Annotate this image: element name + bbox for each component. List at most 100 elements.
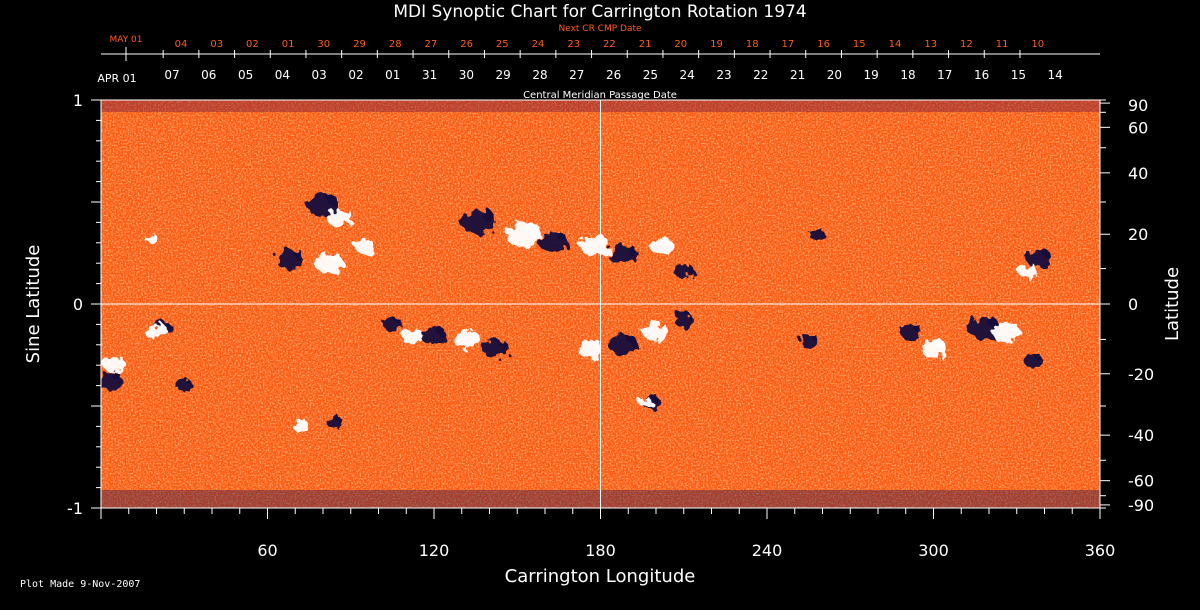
active-region-fragment [498,340,507,349]
cmp-date-label: 18 [900,68,915,82]
date-axes: Next CR CMP Date MAY 01 04 03 02 01 30 29 28 27 26… [97,24,1100,101]
cmp-date-label: 31 [422,68,437,82]
axes: 60 120 180 240 300 360 1 0 -1 90 60 40 20 0 -20 -40 -60 -… [67,91,1154,560]
active-region-fragment [327,195,337,206]
cmp-date-label: 06 [201,68,216,82]
cmp-date-label: 29 [496,68,511,82]
y-tick-label-right: -60 [1128,472,1154,491]
chart-title: MDI Synoptic Chart for Carrington Rotati… [393,2,806,22]
active-region-fragment [1009,322,1019,332]
plot-made-footer: Plot Made 9-Nov-2007 [20,579,141,590]
y-tick-label-left: -1 [67,499,83,518]
next-cr-date-label: 29 [353,39,366,50]
cmp-date-label: 22 [753,68,768,82]
active-region-fragment [811,334,818,341]
active-region-fragment [652,395,659,402]
next-cr-date-label: 16 [817,39,830,50]
cmp-date-label: 25 [643,68,658,82]
next-cr-date-label: 12 [960,39,973,50]
active-region-fragment [117,357,125,365]
y-tick-label-left: 0 [73,295,83,314]
active-region-fragment [818,229,824,235]
next-cr-date-label: 02 [246,39,259,50]
next-cr-date-label: 21 [639,39,652,50]
y-tick-label-right: -20 [1128,365,1154,384]
y-tick-label-right: 90 [1128,96,1148,115]
active-region-fragment [556,232,566,242]
cmp-date-label: 14 [1048,68,1063,82]
x-tick-label: 360 [1085,541,1116,560]
cmp-date-label: 17 [937,68,952,82]
next-cr-date-label: 10 [1031,39,1044,50]
cmp-date-label: 20 [827,68,842,82]
active-region-fragment [159,324,167,332]
next-cr-date-label: 03 [210,39,223,50]
cmp-date-label: 30 [459,68,474,82]
next-cr-date-label: 01 [282,39,295,50]
active-region-fragment [626,334,636,344]
cmp-date-label: 26 [606,68,621,82]
active-region-fragment [914,324,922,332]
next-cr-date-label: 28 [389,39,402,50]
active-region-fragment [482,210,494,222]
next-cr-axis-title: Next CR CMP Date [558,24,642,34]
active-region-fragment [646,397,651,402]
active-region-fragment [342,209,351,218]
active-region-fragment [664,239,672,247]
active-region-fragment [1035,354,1042,361]
cmp-date-label: 21 [790,68,805,82]
next-cr-date-label: 04 [175,39,188,50]
y-tick-label-right: -40 [1128,426,1154,445]
x-tick-label: 180 [585,541,616,560]
active-region-fragment [626,245,636,255]
active-region-fragment [659,323,668,332]
active-region-fragment [293,249,303,259]
active-region-fragment [152,234,157,239]
active-region-fragment [367,240,374,247]
next-cr-date-label: 27 [425,39,438,50]
next-cr-date-label: 22 [603,39,616,50]
cmp-axis-start: APR 01 [97,72,136,85]
active-regions [101,195,1052,432]
x-tick-label: 300 [918,541,949,560]
cmp-date-label: 07 [164,68,179,82]
cmp-date-label: 15 [1011,68,1026,82]
cmp-date-label: 03 [312,68,327,82]
x-tick-label: 60 [257,541,277,560]
y-axis-label-right: Latitude [1162,267,1183,341]
x-tick-label: 240 [752,541,783,560]
y-axis-label-left: Sine Latitude [23,245,44,364]
next-cr-date-label: 17 [782,39,795,50]
active-region-fragment [332,253,342,263]
active-region-fragment [394,317,401,324]
next-cr-date-label: 13 [924,39,937,50]
y-tick-label-right: 0 [1128,295,1138,314]
cmp-date-label: 16 [974,68,989,82]
cmp-date-label: 28 [532,68,547,82]
cmp-date-label: 04 [275,68,290,82]
active-region-fragment [987,317,998,328]
cmp-date-label: 24 [680,68,695,82]
active-region-fragment [186,380,192,386]
x-tick-label: 120 [419,541,450,560]
active-region-fragment [112,372,121,381]
x-axis-label: Carrington Longitude [505,566,696,587]
next-cr-date-label: 25 [496,39,509,50]
active-region-fragment [336,416,342,422]
active-region-fragment [414,328,422,336]
cmp-date-label: 05 [238,68,253,82]
y-tick-label-right: 60 [1128,118,1148,137]
cmp-axis-title: Central Meridian Passage Date [523,90,677,101]
next-cr-date-label: 26 [460,39,473,50]
active-region-fragment [936,340,945,349]
cmp-date-label: 27 [569,68,584,82]
cmp-date-label: 23 [716,68,731,82]
next-cr-date-label: 11 [996,39,1009,50]
active-region-fragment [1042,250,1051,259]
y-tick-label-left: 1 [73,91,83,110]
cmp-date-label: 02 [348,68,363,82]
y-tick-label-right: 40 [1128,164,1148,183]
active-region-fragment [527,222,539,234]
active-region-fragment [686,264,693,271]
